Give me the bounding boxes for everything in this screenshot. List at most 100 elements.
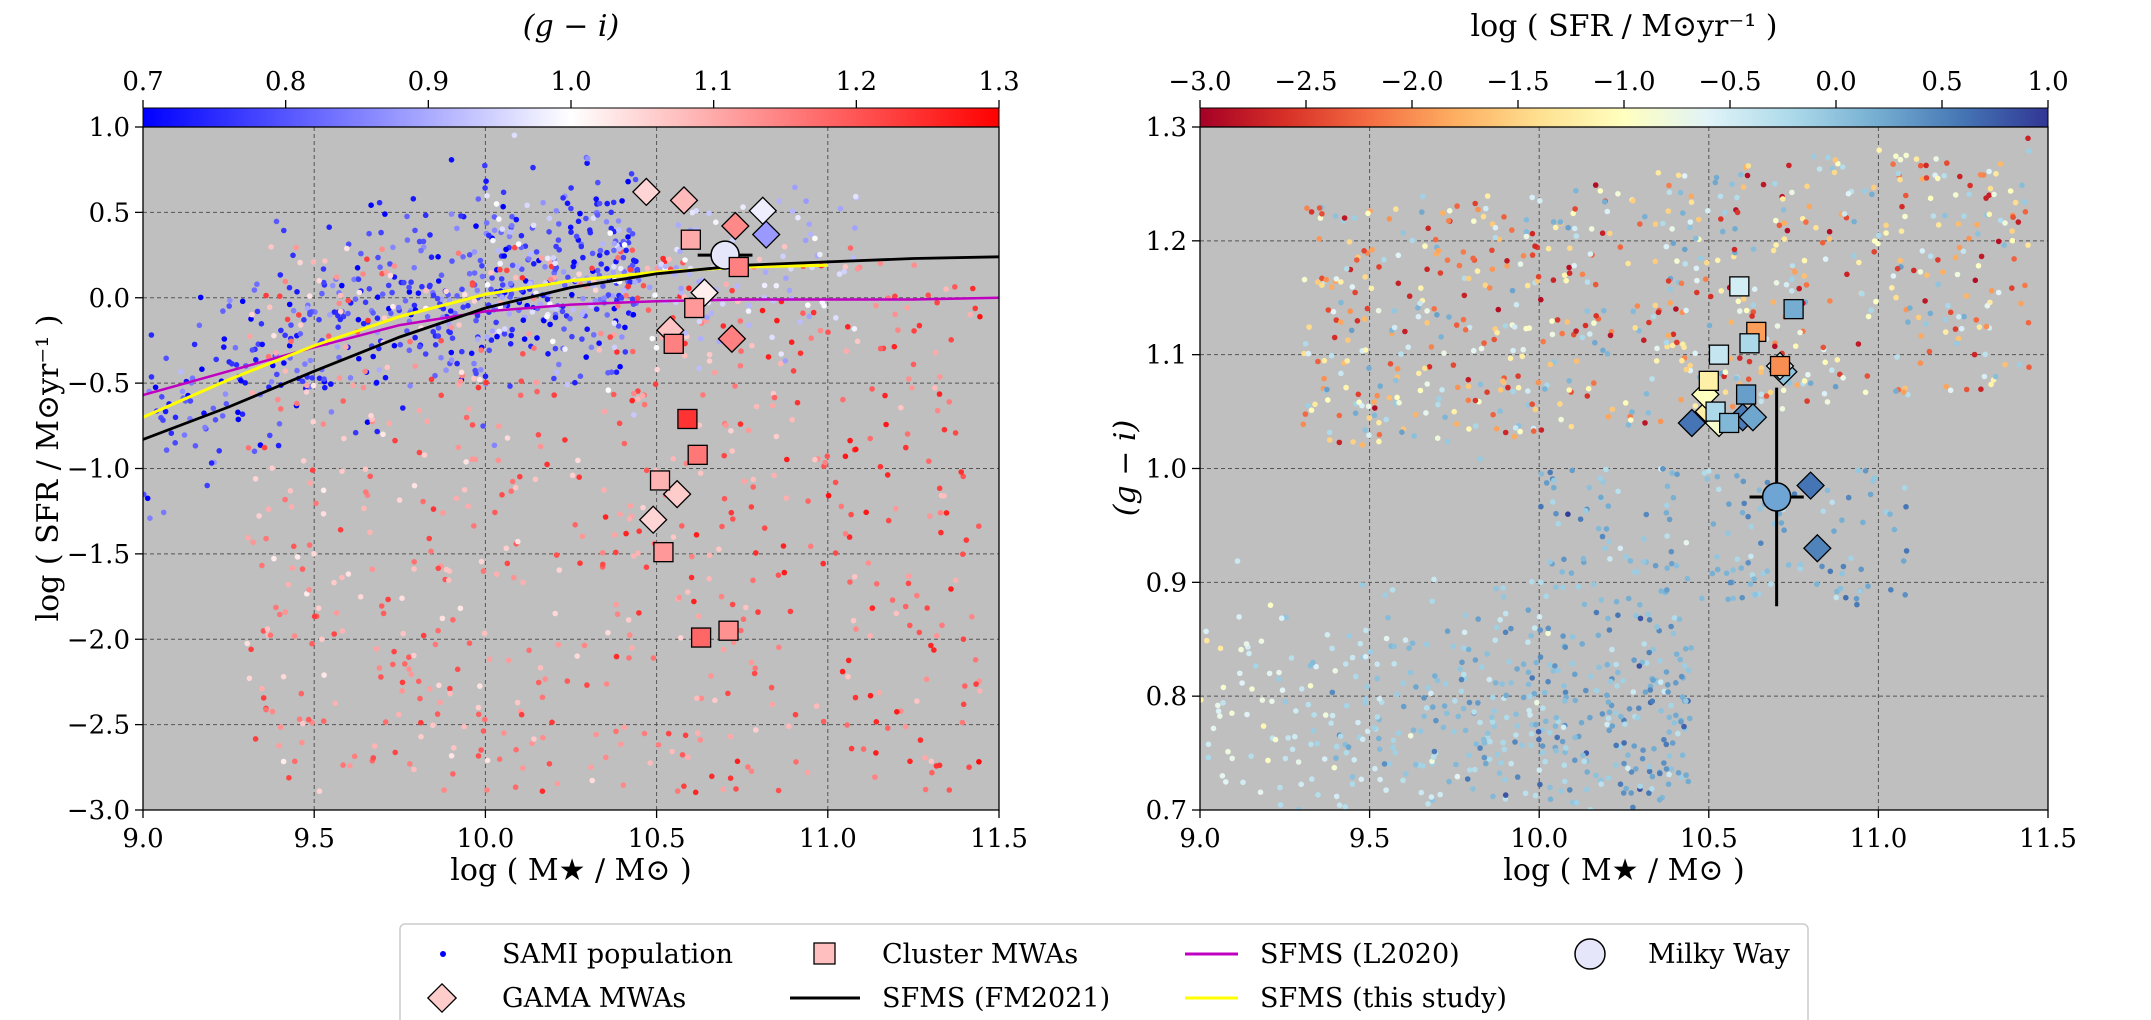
sami-point [1623,785,1629,792]
sami-point [374,315,381,322]
sami-point [1542,386,1548,392]
sami-point [387,261,393,267]
sami-point [500,203,507,210]
sami-point [755,609,761,615]
sami-point [454,666,461,673]
sami-point [1288,655,1295,661]
sami-point [882,392,888,399]
sami-point [1733,375,1739,381]
sami-point [335,324,342,331]
sami-point [1282,755,1289,762]
sami-point [1804,398,1810,404]
sami-point [1418,789,1425,796]
sami-point [350,382,357,389]
sami-point [1343,266,1350,272]
sami-point [2015,219,2022,225]
sami-point [729,287,735,294]
sami-point [681,783,687,789]
sami-point [1595,632,1602,639]
sami-point [1529,675,1535,681]
sami-point [204,482,210,489]
sami-point [1713,174,1720,181]
sami-point [1933,156,1939,162]
sami-point [275,442,282,449]
sami-point [1566,264,1572,271]
sami-point [627,266,634,273]
sami-point [1446,314,1452,320]
sami-point [967,311,974,318]
sami-point [1889,285,1895,291]
sami-point [938,529,944,536]
sami-point [354,265,361,271]
sami-point [1570,210,1576,217]
sami-point [288,338,294,345]
sami-point [594,267,601,274]
sami-point [1277,784,1283,791]
right-colorbar [1199,107,2049,128]
sami-point [1497,617,1503,623]
y-tick-label: −1.5 [67,540,130,570]
sami-point [1784,227,1791,234]
sami-point [1718,288,1724,294]
sami-point [1459,659,1465,666]
sami-point [1409,237,1416,244]
sami-point [1494,624,1500,631]
sami-point [291,543,297,550]
sami-point [911,262,917,269]
sami-point [1864,373,1871,379]
sami-point [745,764,751,770]
sami-point [1502,776,1508,783]
sami-point [401,279,407,286]
sami-point [1607,556,1613,562]
sami-point [339,282,345,289]
sami-point [534,335,540,341]
sami-point [555,641,562,648]
sami-point [1555,520,1562,527]
sami-point [1952,326,1959,332]
sami-point [1924,272,1930,279]
sami-point [1636,705,1642,711]
sami-point [584,326,590,333]
sami-point [410,196,417,202]
sami-point [841,268,847,275]
colorbar-tick-label: −0.5 [1698,67,1761,97]
sami-point [885,517,892,524]
sami-point [1525,607,1532,613]
sami-point [605,370,611,376]
sami-point [1883,222,1889,229]
sami-point [328,381,334,387]
sami-point [1875,232,1882,239]
sami-point [196,322,203,329]
sami-point [611,320,618,326]
sami-point [331,579,337,586]
sami-point [1307,683,1314,689]
sami-point [1572,697,1579,704]
sami-point [1839,164,1846,170]
sami-point [1840,563,1847,570]
sami-point [1302,411,1309,417]
sami-point [282,496,288,503]
sami-point [159,394,165,400]
legend-cluster-label: Cluster MWAs [882,939,1078,970]
sami-point [1797,329,1803,336]
sami-point [1705,208,1711,214]
sami-point [1520,694,1527,701]
sami-point [1484,730,1491,736]
sami-point [789,417,795,423]
sami-point [1333,793,1340,800]
sami-point [1489,247,1495,254]
x-tick-label: 10.5 [628,824,686,854]
sami-point [1789,189,1795,196]
sami-point [1839,517,1845,523]
sami-point [355,276,362,283]
sami-point [2009,285,2015,291]
sami-point [1305,701,1312,708]
sami-point [1466,426,1472,432]
sami-point [1663,243,1670,250]
sami-point [1681,723,1687,730]
sami-point [1668,766,1675,772]
sami-point [1602,199,1608,205]
sami-point [737,363,744,369]
sami-point [1673,306,1679,312]
sami-point [696,318,703,325]
